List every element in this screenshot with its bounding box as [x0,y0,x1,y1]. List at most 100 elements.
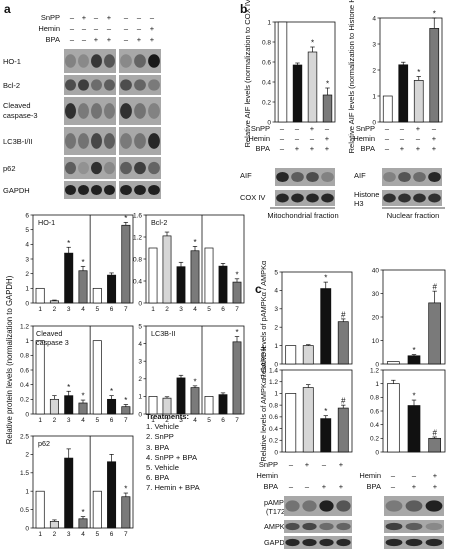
panel-b-letter: b [240,2,247,16]
significance-mark: * [324,407,327,416]
y-tick-label: 5 [138,323,142,330]
x-tick-label: 1 [38,531,42,538]
y-tick-label: 1 [274,343,278,350]
blot-band [291,193,304,203]
blot-right [119,127,161,155]
treatment-label: BPA [367,482,381,491]
treatment-legend: Treatments: 1. Vehicle 2. SnPP 3. BPA 4.… [146,412,256,494]
bar [232,341,242,415]
significance-mark: * [110,387,113,396]
blot-band [91,79,102,91]
blot-band [285,522,300,531]
x-tick-label: 4 [193,417,197,424]
y-tick-label: 0 [267,119,271,126]
x-tick-label: 6 [110,306,114,313]
bar [148,247,158,304]
bar [382,95,393,123]
y-tick-label: 0.2 [370,436,379,443]
y-tick-label: 0.8 [20,353,29,360]
bar [386,383,400,453]
bar [285,345,297,365]
chart-a4: 0 0.5 1 1.5 2 2.5 * * p62 1 2 3 4 5 6 7 [20,433,134,538]
treatment-sign: – [70,13,75,22]
blot-band [319,522,334,531]
panel-b-right-y-label: Relative AIF levels (normalization to Hi… [347,0,356,153]
blot-strip [275,168,335,186]
blot-band [91,103,102,119]
treatment-sign: – [400,124,405,133]
bar [232,281,242,304]
bar [204,247,214,304]
treatment-sign: – [280,124,285,133]
chart-title: HO-1 [38,218,55,227]
y-tick-label: 10 [372,338,380,345]
blot-ampk-right [384,520,444,533]
treatment-sign: + [416,124,421,133]
label-snpp: SnPP [41,13,60,22]
blot-band [120,79,132,91]
treatment-sign: – [150,13,155,22]
y-tick-label: 0.6 [269,414,278,421]
x-tick-label: 6 [221,417,225,424]
blot-band [104,133,115,149]
significance-mark: * [412,392,415,401]
treatment-sign: – [295,124,300,133]
blot-label: AMPKα [264,522,290,531]
blot-strip [284,496,352,516]
bar [176,377,186,415]
blot-band [120,103,132,119]
y-tick-label: 40 [372,267,380,274]
blot-strip [64,75,116,95]
significance-mark: * [433,10,436,19]
legend-title: Treatments: [146,412,190,421]
treatment-sign: – [124,35,129,44]
blot-band [120,54,132,68]
bar [78,402,88,415]
y-tick-label: 0 [138,411,142,418]
blot-band [276,193,289,203]
chart-title: Cleaved [36,329,62,338]
treatment-sign: – [385,134,390,143]
significance-mark: * [324,274,327,283]
blot-band [385,500,403,512]
blot-left [64,49,116,73]
blot-band [65,103,76,119]
blot-band [276,171,289,183]
bar [107,398,117,415]
blot-band [413,193,426,203]
panel-c-bottom-y-label: Relative levels of AMPKα / GAPDH [259,346,268,461]
treatment-label: BPA [256,144,270,153]
blot-aif-mito [275,168,335,186]
treatment-sign: + [339,460,344,469]
bar [204,396,214,415]
treatment-sign: – [391,471,396,480]
bar [121,406,131,415]
blot-band [78,133,89,149]
blot-left [64,157,116,179]
legend-item: 6. BPA [146,473,170,483]
blot-ampk-left [284,520,352,533]
treatment-sign: + [310,124,315,133]
blot-label: Bcl-2 [3,81,20,90]
treatment-sign: + [400,144,405,153]
treatment-sign: + [150,24,155,33]
bar [398,64,409,123]
x-tick-label: 4 [81,531,85,538]
blot-band [428,171,441,183]
significance-mark: * [417,68,420,77]
x-tick-label: 2 [53,417,57,424]
bar [92,287,102,304]
y-tick-label: 1.2 [370,367,379,374]
chart-title: p62 [38,439,50,448]
blot-band [405,500,423,512]
y-tick-label: 2 [25,452,29,459]
blot-band [405,538,423,547]
treatment-sign: + [137,35,142,44]
treatment-sign: – [412,471,417,480]
x-tick-label: 2 [165,417,169,424]
treatment-label: SnPP [356,124,375,133]
chart-title: LC3B-II [151,329,175,338]
legend-item: 2. SnPP [146,432,174,442]
blot-band [104,54,115,68]
